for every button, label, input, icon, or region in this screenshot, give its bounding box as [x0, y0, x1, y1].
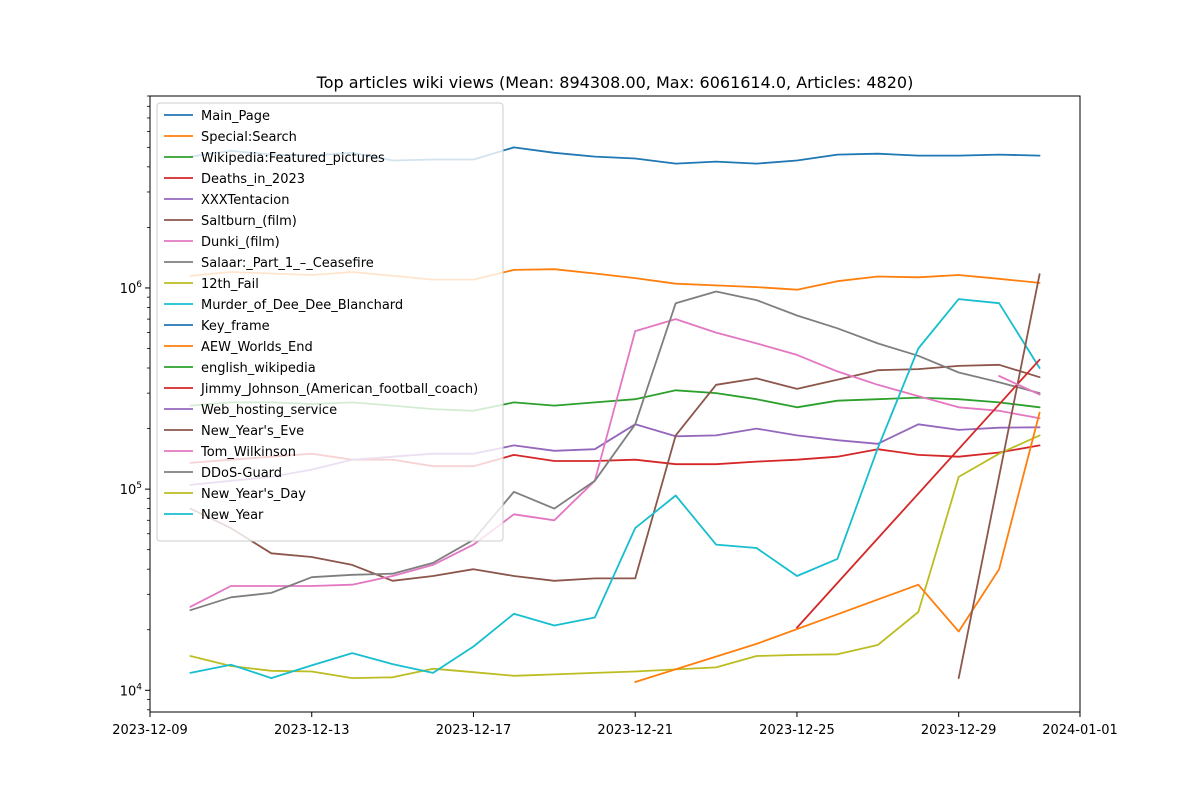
x-tick-label: 2023-12-25 [759, 723, 835, 738]
x-tick-label: 2023-12-09 [112, 723, 188, 738]
legend-label: Tom_Wilkinson [200, 445, 296, 460]
legend-label: Web_hosting_service [201, 403, 337, 418]
legend-label: Murder_of_Dee_Dee_Blanchard [201, 298, 403, 313]
series-line-5 [189, 363, 1041, 582]
legend-label: english_wikipedia [201, 361, 316, 376]
legend-label: AEW_Worlds_End [201, 340, 313, 355]
y-tick-label: 106 [120, 280, 143, 297]
legend: Main_Page Special:Search Wikipedia:Feature… [156, 102, 504, 542]
legend-label: Main_Page [201, 109, 270, 124]
plot-area: 2023-12-09 2023-12-13 2023-12-17 2023-12-21… [112, 95, 1118, 738]
y-tick-label: 105 [120, 481, 142, 498]
legend-label: DDoS-Guard [201, 466, 282, 481]
series-line-16 [998, 375, 1041, 396]
legend-label: Dunki_(film) [201, 235, 280, 250]
x-tick-label: 2023-12-17 [436, 723, 512, 738]
legend-box [156, 102, 504, 542]
series-line-9 [189, 298, 1041, 679]
series-line-13 [796, 358, 1041, 629]
series-line-7 [189, 290, 1041, 612]
chart-title: Top articles wiki views (Mean: 894308.00… [316, 73, 914, 92]
legend-label: Salaar:_Part_1_–_Ceasefire [201, 256, 374, 271]
x-tick-label: 2023-12-21 [597, 723, 673, 738]
legend-label: New_Year [201, 508, 264, 523]
legend-label: Special:Search [201, 130, 297, 145]
legend-label: XXXTentacion [201, 193, 289, 208]
legend-label: Saltburn_(film) [201, 214, 297, 229]
legend-label: New_Year's_Day [201, 487, 306, 502]
series-line-8 [189, 434, 1041, 679]
legend-label: Deaths_in_2023 [201, 172, 305, 187]
plot-frame [149, 95, 1081, 713]
x-tick-label: 2024-01-01 [1042, 723, 1118, 738]
legend-label: Key_frame [201, 319, 270, 334]
legend-label: New_Year's_Eve [201, 424, 304, 439]
legend-label: Jimmy_Johnson_(American_football_coach) [200, 382, 478, 397]
x-tick-label: 2023-12-29 [921, 723, 997, 738]
y-tick-label: 104 [120, 682, 143, 699]
legend-label: Wikipedia:Featured_pictures [201, 151, 385, 166]
series-line-15 [957, 273, 1041, 679]
x-tick-label: 2023-12-13 [274, 723, 350, 738]
legend-label: 12th_Fail [201, 277, 259, 292]
series-line-11 [634, 411, 1041, 683]
series-line-6 [189, 318, 1041, 608]
